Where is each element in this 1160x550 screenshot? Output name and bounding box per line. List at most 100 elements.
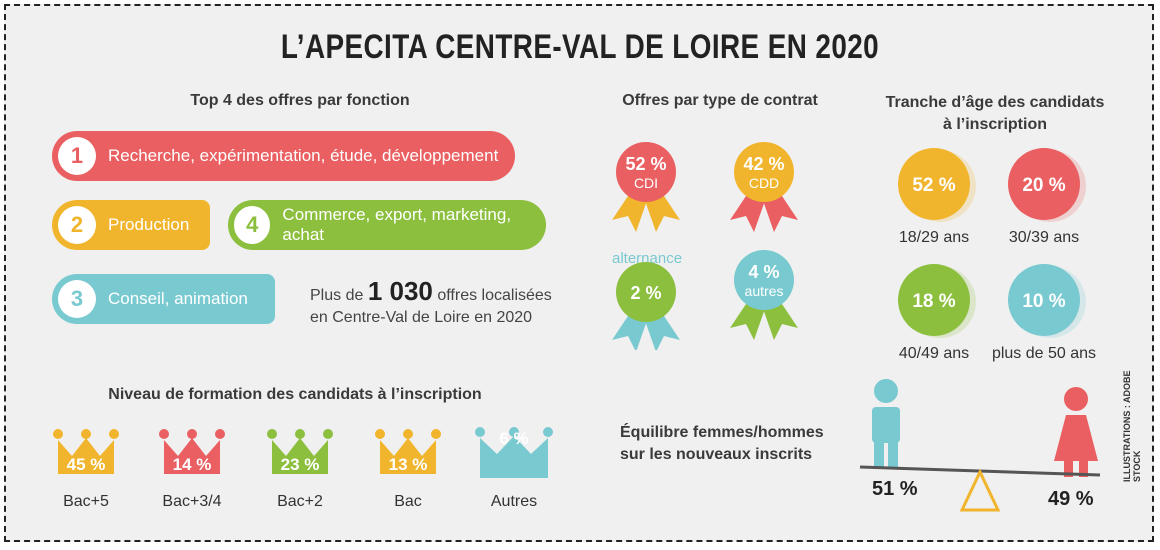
contract-rosette: 4 %autres (730, 250, 798, 340)
offer-rank: 4 (234, 206, 271, 244)
man-leg-right (888, 439, 898, 469)
offer-rank: 3 (58, 280, 96, 318)
offer-label: Production (108, 215, 190, 234)
education-crown: 14 % Bac+3/4 (159, 429, 225, 510)
age-heading-line1: Tranche d’âge des candidats (885, 94, 1105, 111)
crown-value: 13 % (389, 455, 428, 474)
illustration-credit: ILLUSTRATIONS : ADOBE STOCK (1122, 370, 1142, 483)
men-value: 51 % (872, 478, 918, 500)
crown-label: Bac+2 (277, 493, 323, 510)
crown-jewel (53, 429, 63, 439)
age-label: 30/39 ans (1009, 229, 1079, 246)
crown-jewel (375, 429, 385, 439)
summary-suffix: offres localisées (437, 287, 552, 304)
age-group: 10 % plus de 50 ans (992, 264, 1096, 362)
education-crown: 6 % Autres (475, 427, 553, 510)
crown-jewel (403, 429, 413, 439)
offer-pill-2: 2 Production (52, 200, 210, 250)
top-offers-heading: Top 4 des offres par fonction (190, 92, 410, 109)
crown-jewel (431, 429, 441, 439)
offers-summary: Plus de 1 030 offres localisées en Centr… (310, 278, 570, 329)
offer-label: Conseil, animation (108, 289, 248, 308)
age-label: plus de 50 ans (992, 345, 1096, 362)
contract-rosette: 42 %CDD (730, 142, 798, 232)
gender-seesaw (859, 379, 1101, 512)
woman-icon (1064, 387, 1088, 411)
crown-value: 6 % (499, 429, 528, 448)
gender-heading-line2: sur les nouveaux inscrits (620, 446, 813, 463)
crown-label: Bac (394, 493, 422, 510)
page-title: L’APECITA CENTRE-VAL DE LOIRE EN 2020 (280, 28, 880, 66)
age-circle (1008, 264, 1080, 336)
offer-label: Commerce, export, marketing, achat (282, 205, 512, 244)
summary-line2: en Centre-Val de Loire en 2020 (310, 309, 533, 326)
education-crown: 23 % Bac+2 (267, 429, 333, 510)
crown-label: Autres (491, 493, 537, 510)
rosette-disc (734, 142, 794, 202)
age-group: 52 % 18/29 ans (898, 148, 976, 246)
crown-jewel (187, 429, 197, 439)
women-value: 49 % (1048, 488, 1094, 510)
rosette-label: CDI (634, 175, 658, 191)
man-leg-left (874, 439, 884, 469)
age-circle (898, 264, 970, 336)
woman-leg-left (1064, 459, 1073, 477)
crown-jewel (543, 427, 553, 437)
crown-jewel (509, 427, 519, 437)
rosette-value: 42 % (743, 154, 784, 174)
rosette-value: 4 % (748, 262, 779, 282)
crown-jewel (475, 427, 485, 437)
contracts-heading: Offres par type de contrat (622, 92, 818, 109)
age-label: 40/49 ans (899, 345, 969, 362)
summary-prefix: Plus de (310, 287, 364, 304)
crown-value: 23 % (281, 455, 320, 474)
age-circle (1008, 148, 1080, 220)
offer-pill-4: 4 Commerce, export, marketing, achat (228, 200, 546, 250)
offer-pill-1: 1 Recherche, expérimentation, étude, dév… (52, 131, 515, 181)
education-crown: 13 % Bac (375, 429, 441, 510)
age-value: 10 % (1022, 291, 1065, 312)
crown-jewel (81, 429, 91, 439)
crown-jewel (159, 429, 169, 439)
woman-body (1054, 415, 1098, 461)
crown-label: Bac+3/4 (162, 493, 221, 510)
rosette-value: 52 % (625, 154, 666, 174)
crown-shape (58, 438, 114, 474)
age-value: 18 % (912, 291, 955, 312)
contract-rosette: 52 %CDI (612, 142, 680, 232)
crown-shape (380, 438, 436, 474)
contract-rosette: 2 % (612, 262, 680, 350)
rosette-value: 2 % (630, 283, 661, 303)
rosette-disc (616, 262, 676, 322)
age-label: 18/29 ans (899, 229, 969, 246)
gender-heading-line1: Équilibre femmes/hommes (620, 424, 824, 441)
age-group: 18 % 40/49 ans (898, 264, 976, 362)
crown-jewel (215, 429, 225, 439)
offer-rank: 1 (58, 137, 96, 175)
crown-shape (480, 436, 548, 478)
gender-heading: Équilibre femmes/hommes sur les nouveaux… (620, 422, 824, 466)
education-heading: Niveau de formation des candidats à l’in… (108, 386, 482, 403)
contracts-rosettes: 52 %CDI 42 %CDD 2 % 4 %autres (612, 142, 798, 350)
crown-jewel (323, 429, 333, 439)
crown-value: 14 % (173, 455, 212, 474)
offer-rank: 2 (58, 206, 96, 244)
education-crown: 45 % Bac+5 (53, 429, 119, 510)
crown-value: 45 % (67, 455, 106, 474)
rosette-disc (734, 250, 794, 310)
age-heading-line2: à l’inscription (942, 116, 1047, 133)
age-group: 20 % 30/39 ans (1008, 148, 1086, 246)
age-value: 20 % (1022, 175, 1065, 196)
crown-shape (272, 438, 328, 474)
crown-label: Bac+5 (63, 493, 109, 510)
crown-jewel (267, 429, 277, 439)
rosette-label: autres (745, 283, 784, 299)
age-circle (898, 148, 970, 220)
education-crowns: 45 % Bac+5 14 % Bac+3/4 23 % Bac+2 13 % Bac 6 % A… (53, 427, 553, 510)
crown-shape (164, 438, 220, 474)
offer-label: Recherche, expérimentation, étude, dével… (108, 146, 499, 165)
man-icon (874, 379, 898, 403)
crown-jewel (295, 429, 305, 439)
rosette-label: CDD (749, 175, 779, 191)
